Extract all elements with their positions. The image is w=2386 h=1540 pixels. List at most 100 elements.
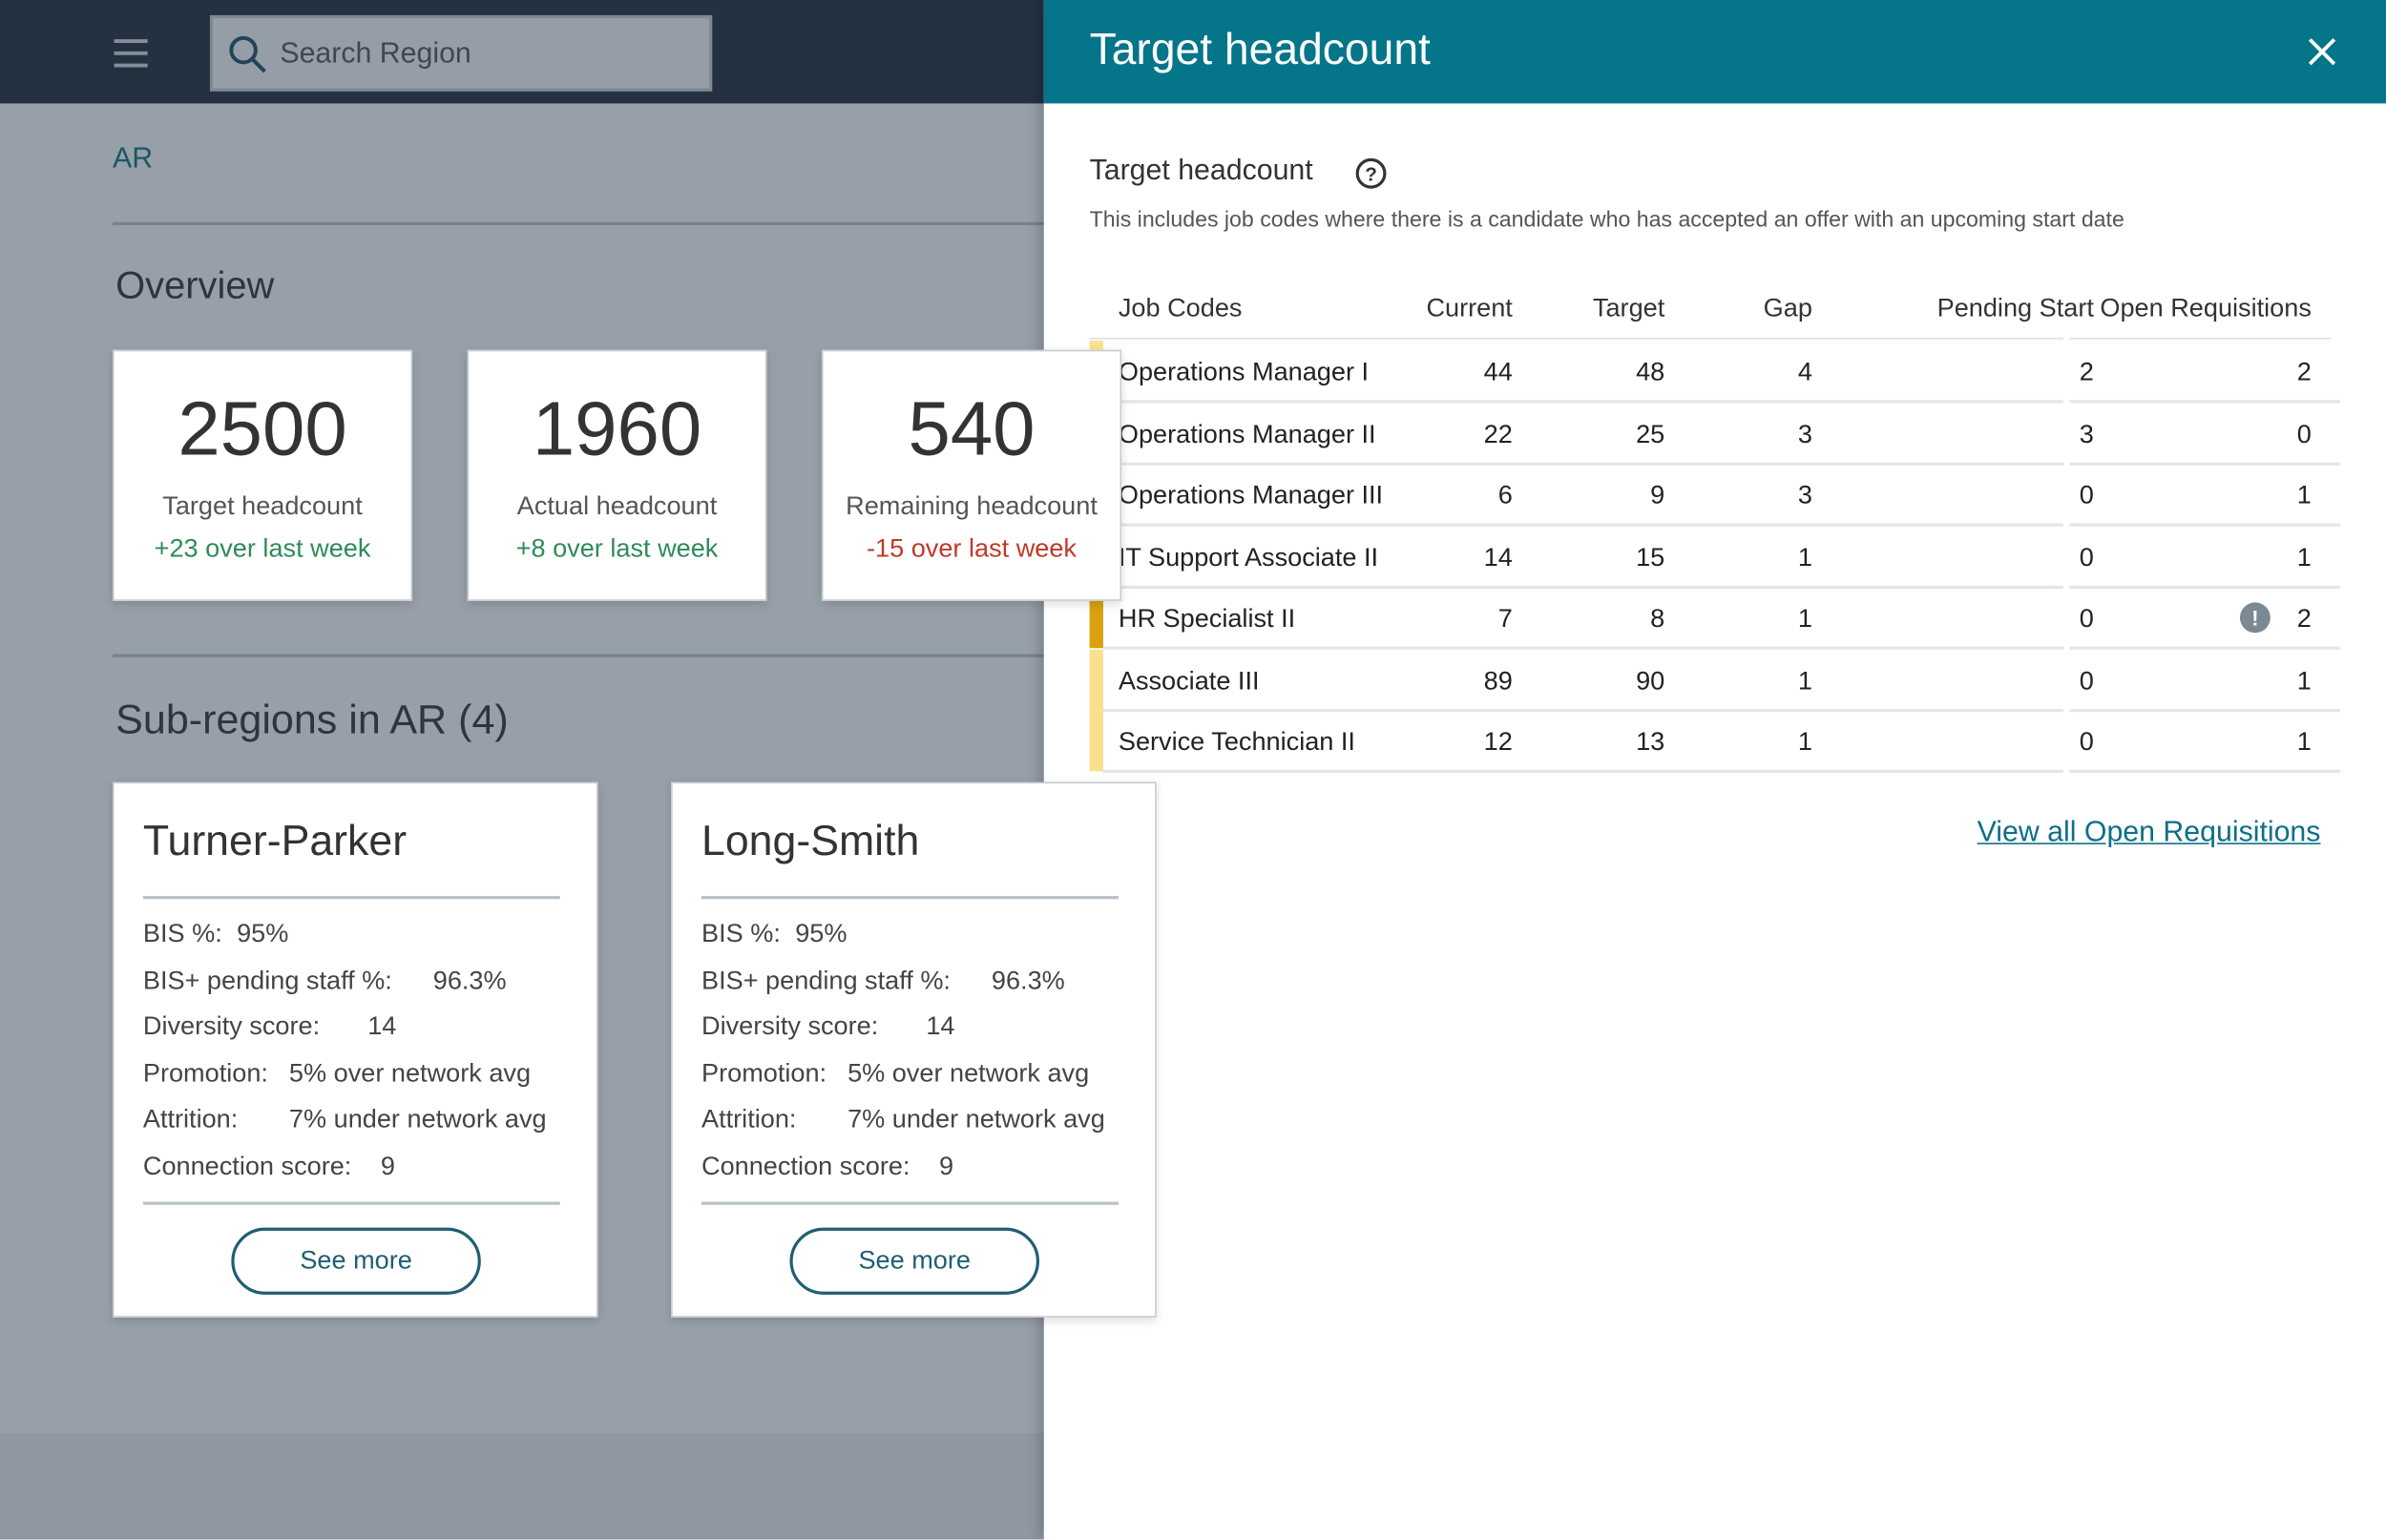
cell-value: 7 [1497, 603, 1513, 634]
search-placeholder: Search Region [280, 37, 471, 71]
cell-value: 0 [2079, 480, 2094, 510]
cell-value: 90 [1636, 665, 1665, 695]
close-button[interactable] [2307, 36, 2337, 67]
see-more-button[interactable]: See more [231, 1227, 481, 1295]
row-rule [1102, 646, 2063, 650]
column-header: Pending Start [1936, 293, 2094, 323]
side-panel: Target headcount Target headcount ? This… [1043, 0, 2386, 1540]
stat-value: 5% over network avg [288, 1058, 532, 1088]
cell-value: 22 [1483, 419, 1513, 448]
cell-value: 1 [1797, 603, 1812, 634]
cell-value: 0 [2079, 603, 2094, 634]
panel-title: Target headcount [1089, 26, 1431, 75]
column-header: Job Codes [1118, 293, 1243, 323]
row-rule [1102, 461, 2063, 466]
cell-value: 12 [1483, 727, 1513, 757]
cell-value: 1 [1797, 542, 1812, 572]
stat-card: 2500 Target headcount +23 over last week [112, 349, 413, 601]
row-rule [2069, 523, 2341, 527]
panel-header [1043, 0, 2386, 104]
header-rule [2069, 337, 2332, 340]
stat-card: 540 Remaining headcount -15 over last week [821, 349, 1122, 601]
divider [112, 654, 1057, 657]
row-rule [2069, 461, 2341, 466]
cell-value: 14 [1483, 542, 1513, 572]
stat-delta: -15 over last week [867, 533, 1077, 563]
job-code: HR Specialist II [1118, 603, 1296, 634]
section-title: Target headcount [1089, 155, 1313, 188]
job-code: Associate III [1118, 665, 1260, 695]
cell-value: 1 [2296, 480, 2312, 510]
row-rule [2069, 708, 2341, 712]
stat-label: Actual headcount [516, 490, 718, 521]
stat-label: Attrition: [701, 1105, 797, 1134]
stat-value: 1960 [532, 385, 702, 472]
row-rule [2069, 769, 2341, 773]
stat-label: Attrition: [142, 1105, 239, 1134]
section-title: Overview [115, 264, 275, 308]
cell-value: 2 [2296, 357, 2312, 386]
stat-label: Target headcount [162, 490, 363, 521]
description: This includes job codes where there is a… [1089, 208, 2124, 233]
stat-delta: +8 over last week [515, 533, 719, 563]
stat-value: 14 [926, 1011, 955, 1041]
divider [701, 896, 1119, 900]
stat-value: 5% over network avg [848, 1058, 1090, 1088]
search-icon [229, 35, 266, 73]
breadcrumb[interactable]: AR [112, 142, 154, 176]
cell-value: 0 [2079, 542, 2094, 572]
region-card: Long-Smith BIS %: 95% BIS+ pending staff %:… [671, 781, 1157, 1318]
stat-card: 1960 Actual headcount +8 over last week [467, 349, 767, 601]
svg-text:?: ? [1365, 164, 1377, 186]
divider [142, 1201, 560, 1205]
stat-label: Diversity score: [701, 1011, 879, 1041]
stat-label: Diversity score: [142, 1011, 321, 1041]
job-code: Operations Manager II [1118, 419, 1376, 448]
stat-label: Promotion: [701, 1058, 827, 1088]
stat-label: Promotion: [142, 1058, 268, 1088]
row-rule [1102, 769, 2063, 773]
stat-label: BIS+ pending staff %: [701, 965, 951, 995]
stat-value: 96.3% [991, 965, 1065, 995]
row-rule [1102, 400, 2063, 404]
divider [701, 1201, 1119, 1205]
job-code: IT Support Associate II [1118, 542, 1379, 572]
row-rule [1102, 585, 2063, 589]
alert-icon: ! [2239, 602, 2271, 634]
cell-value: 0 [2296, 419, 2312, 448]
stat-label: Connection score: [701, 1151, 910, 1181]
cell-value: 1 [2296, 665, 2312, 695]
region-card: Turner-Parker BIS %: 95% BIS+ pending staff… [112, 781, 598, 1318]
stat-label: BIS %: [142, 919, 222, 948]
cell-value: 15 [1636, 542, 1665, 572]
view-all-link[interactable]: View all Open Requisitions [1977, 817, 2321, 849]
row-rule [2069, 646, 2341, 650]
job-code: Operations Manager I [1118, 357, 1370, 386]
see-more-button[interactable]: See more [789, 1227, 1039, 1295]
menu-icon[interactable] [113, 36, 149, 70]
search-box[interactable]: Search Region [210, 14, 713, 92]
divider [112, 221, 1057, 225]
column-header: Target [1592, 293, 1665, 323]
stat-label: BIS+ pending staff %: [142, 965, 392, 995]
footer [0, 1432, 1066, 1540]
stat-label: BIS %: [701, 919, 781, 948]
cell-value: 44 [1483, 357, 1513, 386]
region-name: Long-Smith [701, 817, 920, 864]
status-stripe [1089, 710, 1103, 772]
cell-value: 4 [1797, 357, 1812, 386]
cell-value: 89 [1483, 665, 1513, 695]
cell-value: 3 [1797, 480, 1812, 510]
help-icon[interactable]: ? [1354, 156, 1388, 190]
cell-value: 9 [1650, 480, 1665, 510]
cell-value: 2 [2296, 603, 2312, 634]
job-code: Service Technician II [1118, 727, 1355, 757]
stat-value: 95% [237, 919, 289, 948]
cell-value: 8 [1650, 603, 1665, 634]
stat-value: 2500 [178, 385, 347, 472]
column-header: Open Requisitions [2100, 293, 2312, 323]
row-rule [1102, 523, 2063, 527]
cell-value: 1 [1797, 727, 1812, 757]
